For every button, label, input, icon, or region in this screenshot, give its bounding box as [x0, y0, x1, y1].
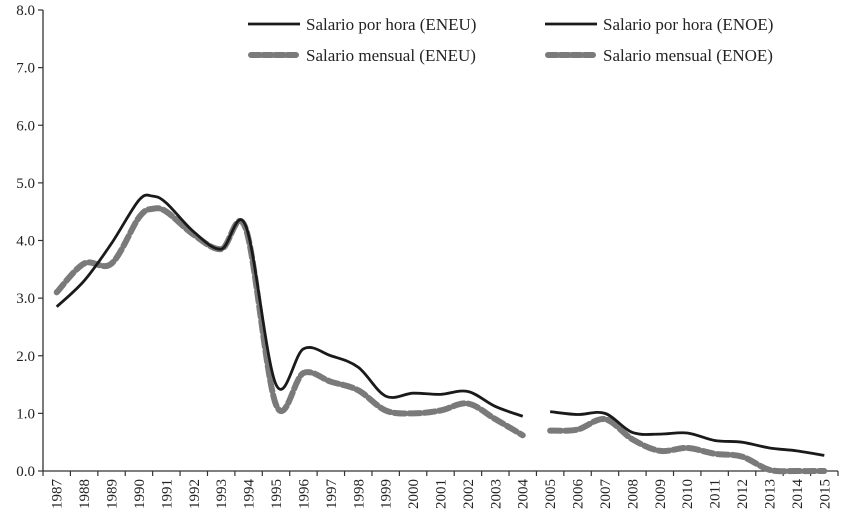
y-tick-label: 5.0 — [16, 176, 35, 192]
x-tick-label: 1996 — [296, 479, 312, 510]
series-line-salario-por-hora-enoe — [550, 410, 825, 457]
x-tick-label: 2000 — [406, 479, 422, 509]
y-tick-label: 2.0 — [16, 349, 35, 365]
series-lines — [53, 193, 828, 475]
axes: 0.0 1.0 2.0 3.0 4.0 5.0 6.0 7.0 8.0 1987 1988 1989 1… — [16, 3, 839, 510]
y-tick-label: 4.0 — [16, 234, 35, 250]
x-tick-label: 2001 — [434, 479, 450, 509]
x-tick-label: 1992 — [187, 479, 203, 509]
series-line-salario-por-hora-eneu — [55, 193, 524, 418]
y-tick-label: 7.0 — [16, 61, 35, 77]
legend-label: Salario por hora (ENOE) — [603, 15, 773, 34]
series-line-salario-mensual-enoe — [547, 416, 828, 475]
x-tick-label: 2012 — [735, 479, 751, 509]
x-tick-label: 2011 — [708, 479, 724, 508]
x-tick-label: 2005 — [543, 479, 559, 509]
x-tick-label: 1990 — [132, 479, 148, 509]
x-tick-label: 2002 — [461, 479, 477, 509]
legend-label: Salario mensual (ENOE) — [603, 46, 773, 65]
x-tick-label: 1994 — [242, 479, 258, 510]
legend-label: Salario mensual (ENEU) — [306, 46, 476, 65]
x-tick-label: 2008 — [625, 479, 641, 509]
x-tick-label: 1993 — [214, 479, 230, 509]
x-tick-label: 2003 — [488, 479, 504, 509]
x-tick-label: 1999 — [379, 479, 395, 509]
x-tick-label: 2009 — [653, 479, 669, 509]
x-tick-label: 2004 — [516, 479, 532, 510]
series-line-salario-mensual-eneu — [53, 205, 526, 439]
y-tick-label: 3.0 — [16, 291, 35, 307]
x-tick-label: 2010 — [680, 479, 696, 509]
x-tick-label: 1995 — [269, 479, 285, 509]
x-tick-label: 2007 — [598, 479, 614, 510]
y-tick-label: 8.0 — [16, 3, 35, 19]
x-tick-label: 2014 — [790, 479, 806, 510]
x-tick-label: 1987 — [50, 479, 66, 510]
y-tick-label: 0.0 — [16, 464, 35, 480]
x-tick-label: 1989 — [105, 479, 121, 509]
x-tick-label: 1991 — [159, 479, 175, 509]
x-tick-label: 2013 — [762, 479, 778, 509]
x-tick-label: 1988 — [77, 479, 93, 509]
y-tick-label: 1.0 — [16, 406, 35, 422]
legend-label: Salario por hora (ENEU) — [306, 15, 476, 34]
x-tick-label: 1998 — [351, 479, 367, 509]
x-tick-label: 2015 — [817, 479, 833, 509]
legend: Salario por hora (ENEU) Salario por hora … — [248, 15, 773, 65]
x-tick-label: 2006 — [571, 479, 587, 510]
x-tick-label: 1997 — [324, 479, 340, 510]
y-tick-label: 6.0 — [16, 118, 35, 134]
